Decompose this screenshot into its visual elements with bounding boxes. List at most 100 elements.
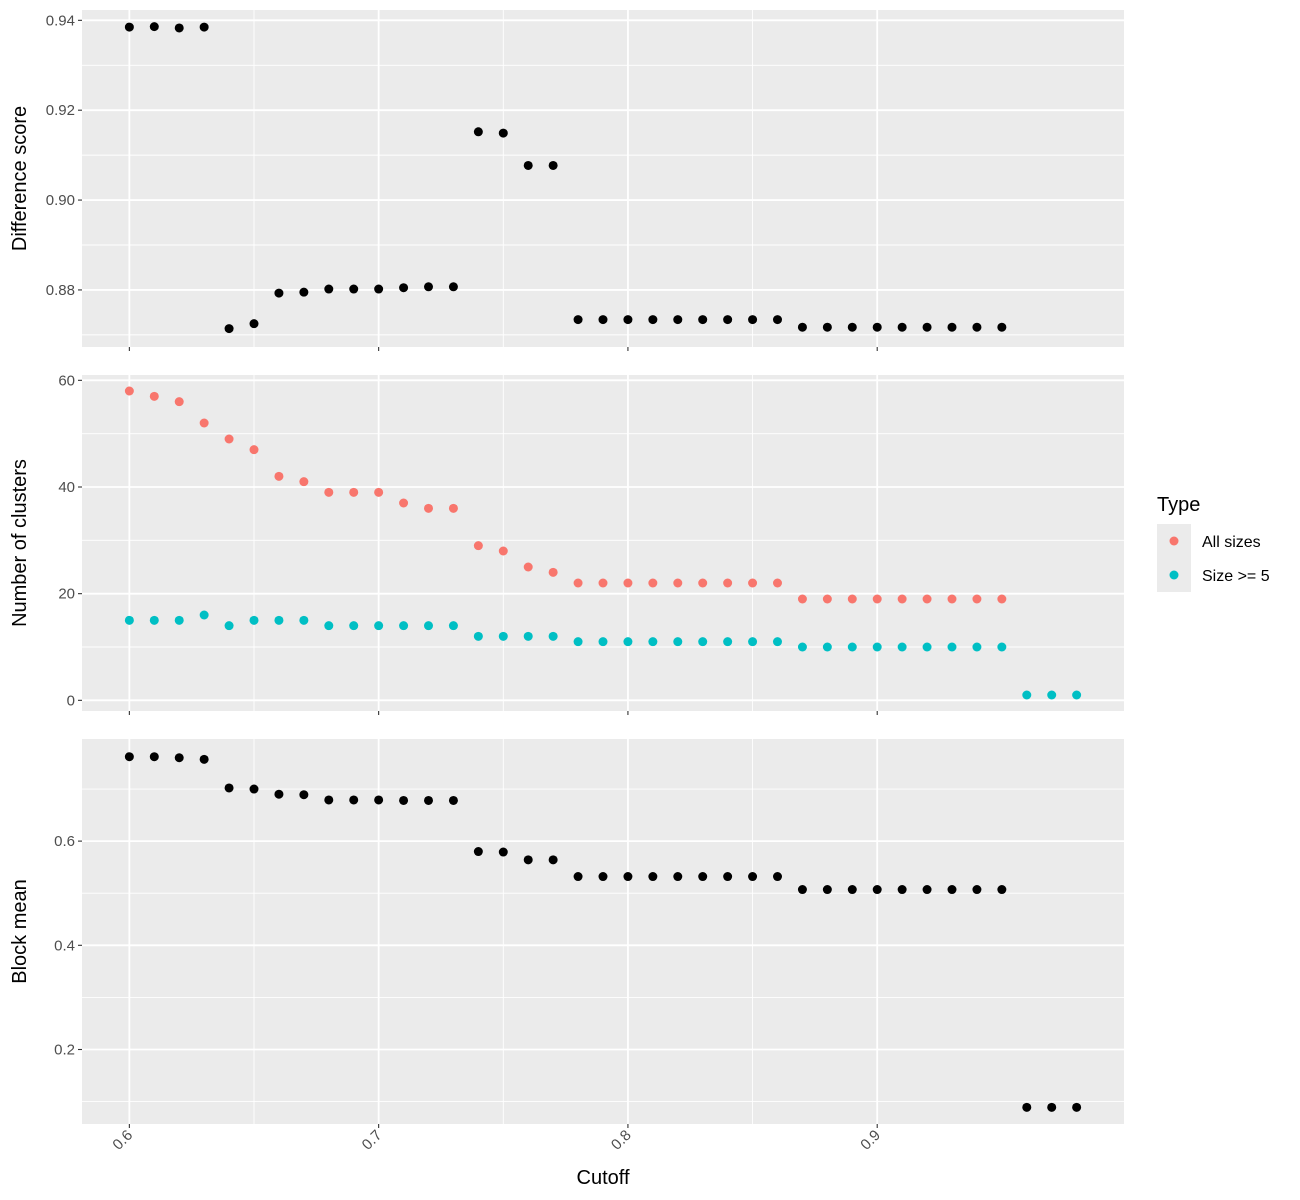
data-point [623, 637, 633, 647]
data-point [598, 637, 608, 647]
y-tick-label: 0.2 [54, 1042, 75, 1059]
data-point [972, 594, 982, 604]
legend-label-size-5: Size >= 5 [1202, 568, 1270, 585]
data-point [174, 23, 184, 33]
data-point [748, 637, 758, 647]
data-point [723, 578, 733, 588]
data-point [748, 578, 758, 588]
data-point [847, 885, 857, 895]
data-point [299, 790, 309, 800]
data-point [374, 621, 384, 631]
data-point [249, 319, 259, 329]
data-point [124, 386, 134, 396]
data-point [698, 578, 708, 588]
data-point [872, 594, 882, 604]
data-point [324, 795, 334, 805]
data-point [249, 445, 259, 455]
data-point [349, 284, 359, 294]
y-axis-title: Number of clusters [9, 459, 31, 627]
data-point [797, 642, 807, 652]
data-point [249, 615, 259, 625]
data-point [399, 283, 409, 293]
data-point [573, 315, 583, 325]
x-axis-title: Cutoff [577, 1167, 630, 1189]
data-point [897, 594, 907, 604]
data-point [822, 594, 832, 604]
data-point [648, 872, 658, 882]
data-point [349, 621, 359, 631]
data-point [922, 642, 932, 652]
data-point [149, 615, 159, 625]
data-point [299, 615, 309, 625]
data-point [573, 872, 583, 882]
data-point [947, 642, 957, 652]
data-point [523, 562, 533, 572]
x-tick-label: 0.9 [857, 1127, 884, 1154]
y-tick-label: 0.90 [46, 192, 75, 209]
data-point [473, 541, 483, 551]
data-point [623, 315, 633, 325]
data-point [399, 795, 409, 805]
data-point [847, 642, 857, 652]
data-point [424, 503, 434, 513]
data-point [224, 621, 234, 631]
data-point [772, 637, 782, 647]
data-point [399, 498, 409, 508]
data-point [947, 594, 957, 604]
data-point [424, 621, 434, 631]
series-1 [124, 22, 1007, 334]
data-point [847, 594, 857, 604]
data-point [648, 315, 658, 325]
y-tick-label: 0 [67, 692, 75, 709]
data-point [822, 642, 832, 652]
data-point [723, 872, 733, 882]
data-point [199, 754, 209, 764]
x-tick-label: 0.7 [359, 1127, 386, 1154]
data-point [324, 621, 334, 631]
data-point [922, 885, 932, 895]
data-point [1047, 1102, 1057, 1112]
data-point [698, 637, 708, 647]
data-point [448, 621, 458, 631]
series-1 [124, 386, 1007, 604]
data-point [922, 322, 932, 332]
y-tick-label: 20 [58, 586, 75, 603]
data-point [673, 872, 683, 882]
data-point [473, 631, 483, 641]
data-point [573, 637, 583, 647]
data-point [797, 885, 807, 895]
data-point [1022, 1102, 1032, 1112]
data-point [249, 784, 259, 794]
data-point [374, 487, 384, 497]
data-point [598, 872, 608, 882]
y-tick-label: 0.88 [46, 282, 75, 299]
data-point [548, 631, 558, 641]
data-point [723, 637, 733, 647]
legend-label-all-sizes: All sizes [1202, 534, 1261, 551]
y-tick-label: 0.6 [54, 833, 75, 850]
data-point [149, 22, 159, 32]
data-point [997, 642, 1007, 652]
data-point [124, 615, 134, 625]
legend-title: Type [1157, 494, 1200, 516]
data-point [648, 637, 658, 647]
data-point [748, 315, 758, 325]
data-point [797, 594, 807, 604]
data-point [174, 753, 184, 763]
data-point [274, 789, 284, 799]
y-axis-title: Difference score [9, 106, 31, 251]
data-point [897, 322, 907, 332]
series-1 [124, 752, 1082, 1112]
data-point [174, 397, 184, 407]
y-tick-label: 0.94 [46, 12, 75, 29]
data-point [174, 615, 184, 625]
panels-layer: 0.88 0.90 0.92 0.94 Difference score 0 20 40 60 N… [9, 10, 1124, 1128]
data-point [698, 872, 708, 882]
data-point [997, 885, 1007, 895]
data-point [299, 477, 309, 487]
data-point [972, 885, 982, 895]
panel-background [82, 10, 1124, 347]
x-tick-label: 0.6 [109, 1127, 136, 1154]
data-point [897, 642, 907, 652]
data-point [548, 160, 558, 170]
